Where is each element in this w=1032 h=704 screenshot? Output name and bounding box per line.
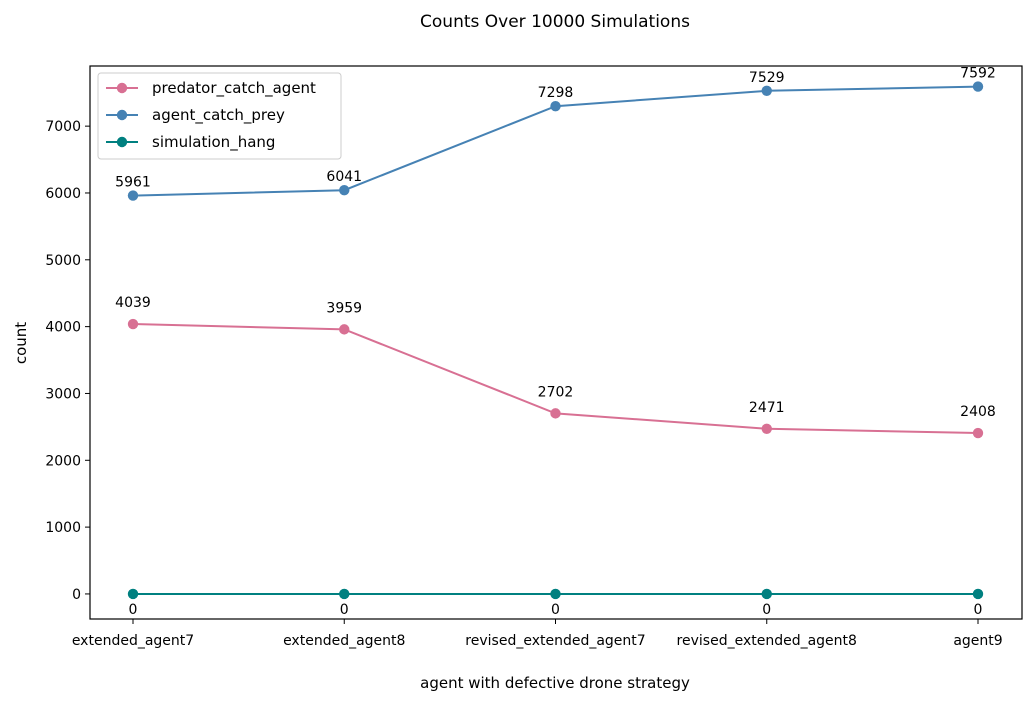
y-axis: 0 1000 2000 3000 4000 5000 6000 7000 xyxy=(45,119,90,603)
y-tick-label: 7000 xyxy=(45,119,81,135)
data-label-simulation_hang: 0 xyxy=(762,602,771,618)
x-axis: extended_agent7 extended_agent8 revised_ex… xyxy=(72,619,1003,649)
x-tick-label: extended_agent7 xyxy=(72,633,194,649)
y-tick-label: 6000 xyxy=(45,186,81,202)
data-point-simulation_hang xyxy=(761,588,772,600)
y-tick-label: 5000 xyxy=(45,253,81,269)
legend-label-agent_catch_prey: agent_catch_prey xyxy=(152,106,285,125)
legend: predator_catch_agent agent_catch_preysimu… xyxy=(97,72,342,160)
x-tick-label: extended_agent8 xyxy=(283,633,405,649)
y-tick-label: 1000 xyxy=(45,520,81,536)
data-label-agent_catch_prey: 6041 xyxy=(326,169,362,185)
data-point-agent_catch_prey xyxy=(127,190,139,201)
data-label-predator_catch_agent: 3959 xyxy=(326,300,362,316)
y-tick-label: 3000 xyxy=(45,386,81,402)
series-layer: 4039 3959 2702 2471 2408 5961 6041 7298 7529 7592… xyxy=(115,66,996,618)
data-label-agent_catch_prey: 7529 xyxy=(749,70,785,86)
data-point-agent_catch_prey xyxy=(761,85,772,96)
y-tick-label: 2000 xyxy=(45,453,81,469)
data-label-simulation_hang: 0 xyxy=(129,602,138,618)
legend-marker-predator_catch_agent xyxy=(116,82,128,94)
data-label-simulation_hang: 0 xyxy=(974,602,983,618)
data-label-agent_catch_prey: 7592 xyxy=(960,66,996,82)
data-point-predator_catch_agent xyxy=(127,318,139,330)
data-label-predator_catch_agent: 2471 xyxy=(749,400,785,416)
data-point-agent_catch_prey xyxy=(972,81,984,92)
chart-title: Counts Over 10000 Simulations xyxy=(420,12,690,32)
legend-box xyxy=(97,72,342,160)
data-label-simulation_hang: 0 xyxy=(340,602,349,618)
data-label-agent_catch_prey: 7298 xyxy=(538,85,574,101)
data-point-simulation_hang xyxy=(127,588,139,600)
data-point-simulation_hang xyxy=(972,588,984,600)
legend-marker-simulation_hang xyxy=(116,136,128,148)
legend-label-simulation_hang: simulation_hang xyxy=(152,133,275,152)
y-tick-label: 4000 xyxy=(45,320,81,336)
data-point-predator_catch_agent xyxy=(550,408,561,419)
data-point-simulation_hang xyxy=(339,588,350,600)
data-point-predator_catch_agent xyxy=(339,324,350,335)
data-label-simulation_hang: 0 xyxy=(551,602,560,618)
data-point-agent_catch_prey xyxy=(550,101,561,112)
legend-label-predator_catch_agent: predator_catch_agent xyxy=(152,79,316,98)
x-tick-label: agent9 xyxy=(953,633,1002,649)
data-label-predator_catch_agent: 2408 xyxy=(960,404,996,420)
data-point-predator_catch_agent xyxy=(972,427,984,439)
data-point-predator_catch_agent xyxy=(761,423,772,435)
data-point-simulation_hang xyxy=(550,588,561,600)
y-tick-label: 0 xyxy=(72,587,81,603)
data-label-agent_catch_prey: 5961 xyxy=(115,175,151,191)
x-tick-label: revised_extended_agent7 xyxy=(465,633,645,649)
legend-marker-agent_catch_prey xyxy=(116,109,128,121)
x-tick-label: revised_extended_agent8 xyxy=(677,633,857,649)
data-label-predator_catch_agent: 4039 xyxy=(115,295,151,311)
x-axis-label: agent with defective drone strategy xyxy=(420,674,690,692)
data-label-predator_catch_agent: 2702 xyxy=(538,384,574,400)
data-point-agent_catch_prey xyxy=(339,185,350,196)
y-axis-label: count xyxy=(12,322,30,364)
